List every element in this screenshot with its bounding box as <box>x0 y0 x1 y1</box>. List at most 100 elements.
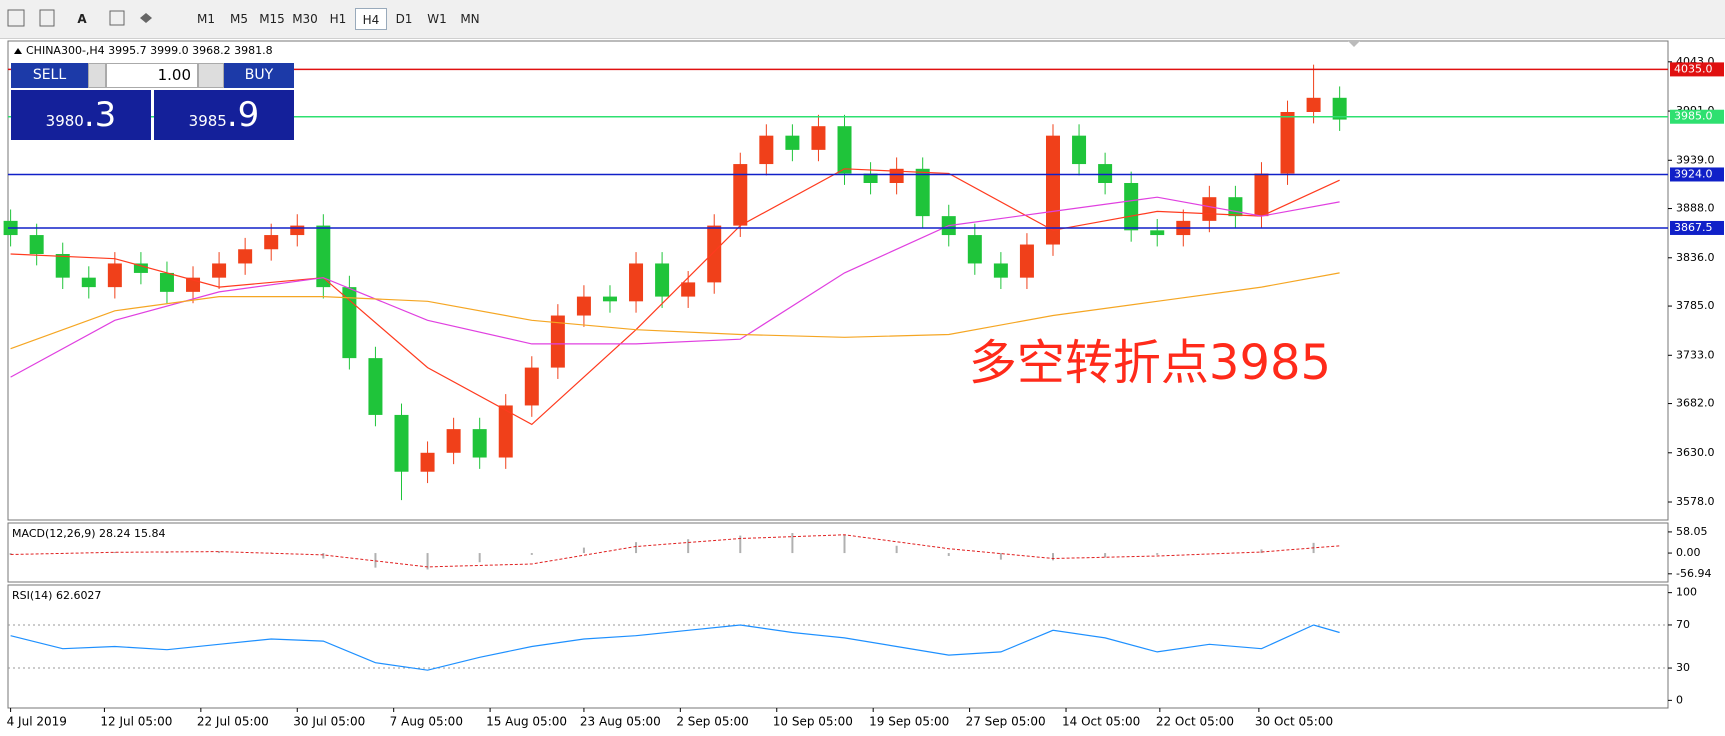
candle-body <box>159 272 174 292</box>
x-tick-label: 2 Sep 05:00 <box>676 715 748 729</box>
price-small: .3 <box>83 95 117 135</box>
trade-panel: SELL 1.00 BUY 3980.3 3985.9 <box>11 63 294 140</box>
tool-icons <box>7 9 152 27</box>
level-label-bg <box>1670 220 1724 235</box>
y-tick-label: 3682.0 <box>1676 397 1715 410</box>
sell-button[interactable]: SELL <box>11 63 88 88</box>
level-label-bg <box>1670 167 1724 182</box>
x-tick-label: 7 Aug 05:00 <box>390 715 463 729</box>
icon[interactable] <box>140 13 152 23</box>
macd-title: MACD(12,26,9) 28.24 15.84 <box>12 527 166 540</box>
candle-body <box>1019 244 1034 278</box>
volume-down[interactable] <box>88 63 106 88</box>
candle-body <box>1202 197 1217 221</box>
collapse-icon[interactable] <box>14 48 22 54</box>
rsi-title: RSI(14) 62.6027 <box>12 589 101 602</box>
icon[interactable] <box>109 10 125 26</box>
y-tick-label: 3888.0 <box>1676 202 1715 215</box>
volume-input[interactable]: 1.00 <box>106 63 198 88</box>
toolbar: A M1 M5 M15 M30 H1 H4 D1 W1 MN <box>0 0 1725 39</box>
candle-body <box>863 173 878 183</box>
candle-body <box>55 253 70 278</box>
price-big: 3985 <box>188 112 227 130</box>
text-tool[interactable]: A <box>77 12 87 26</box>
candle-body <box>524 367 539 406</box>
candle-body <box>707 225 722 283</box>
moving-average <box>10 196 1340 378</box>
y-tick-label: 30 <box>1676 661 1690 674</box>
candle-body <box>420 452 435 472</box>
level-label: 3985.0 <box>1674 110 1713 123</box>
candle-body <box>29 235 44 254</box>
macd-signal <box>10 534 1340 568</box>
candle-body <box>681 282 696 297</box>
timeframe-tab[interactable]: W1 <box>427 12 447 26</box>
level-label-bg <box>1670 109 1724 124</box>
y-tick-label: 70 <box>1676 618 1690 631</box>
candle-body <box>759 135 774 165</box>
price-small: .9 <box>226 95 260 135</box>
candle-body <box>316 225 331 288</box>
candle-body <box>1045 135 1060 245</box>
candle-body <box>811 126 826 150</box>
candle-body <box>629 263 644 302</box>
candle-body <box>133 263 148 273</box>
timeframe-tab[interactable]: M5 <box>230 12 248 26</box>
candle-body <box>1254 173 1269 217</box>
x-tick-label: 22 Jul 05:00 <box>197 715 269 729</box>
chart-title: CHINA300-,H4 3995.7 3999.0 3968.2 3981.8 <box>26 44 273 57</box>
candle-body <box>446 429 461 453</box>
y-tick-label: 3578.0 <box>1676 495 1715 508</box>
x-tick-label: 10 Sep 05:00 <box>773 715 853 729</box>
level-label: 3924.0 <box>1674 167 1713 180</box>
y-tick-label: 0 <box>1676 693 1683 706</box>
moving-average <box>10 168 1340 426</box>
buy-button[interactable]: BUY <box>224 63 294 88</box>
candle-body <box>394 414 409 472</box>
candle-body <box>915 168 930 217</box>
volume-up[interactable] <box>198 63 224 88</box>
candle-body <box>1228 197 1243 217</box>
candle-body <box>238 249 253 264</box>
candle-body <box>967 235 982 264</box>
candle-body <box>498 405 513 458</box>
y-tick-label: 58.05 <box>1676 525 1708 538</box>
x-tick-label: 19 Sep 05:00 <box>869 715 949 729</box>
candle-body <box>1306 97 1321 112</box>
candle-body <box>1280 111 1295 174</box>
x-tick-label: 30 Jul 05:00 <box>293 715 365 729</box>
level-label: 4035.0 <box>1674 62 1713 75</box>
timeframe-tab[interactable]: M30 <box>292 12 318 26</box>
icon[interactable] <box>7 9 25 27</box>
y-tick-label: 3939.0 <box>1676 153 1715 166</box>
rsi-panel <box>7 584 1669 709</box>
timeframe-tab[interactable]: M1 <box>197 12 215 26</box>
candle-body <box>342 287 357 359</box>
timeframe-tab[interactable]: D1 <box>395 12 413 26</box>
y-tick-label: 0.00 <box>1676 546 1701 559</box>
x-tick-label: 12 Jul 05:00 <box>100 715 172 729</box>
level-label: 3867.5 <box>1674 221 1713 234</box>
x-tick-label: 14 Oct 05:00 <box>1062 715 1140 729</box>
y-tick-label: 3836.0 <box>1676 251 1715 264</box>
y-tick-label: 3785.0 <box>1676 299 1715 312</box>
candle-body <box>889 168 904 183</box>
buy-price[interactable]: 3985.9 <box>154 90 294 140</box>
moving-average <box>10 272 1340 350</box>
sell-price[interactable]: 3980.3 <box>11 90 151 140</box>
timeframe-tab[interactable]: M15 <box>259 12 285 26</box>
macd-panel <box>7 522 1669 583</box>
candle-body <box>1124 182 1139 231</box>
timeframe-tab[interactable]: MN <box>460 12 480 26</box>
y-tick-label: 3630.0 <box>1676 446 1715 459</box>
timeframe-tab[interactable]: H4 <box>355 8 387 30</box>
timeframe-tab[interactable]: H1 <box>329 12 347 26</box>
candle-body <box>576 296 591 316</box>
price-big: 3980 <box>45 112 84 130</box>
candle-body <box>837 126 852 174</box>
x-tick-label: 30 Oct 05:00 <box>1255 715 1333 729</box>
candle-body <box>1098 164 1113 183</box>
icon[interactable] <box>39 9 55 27</box>
candle-body <box>993 263 1008 278</box>
